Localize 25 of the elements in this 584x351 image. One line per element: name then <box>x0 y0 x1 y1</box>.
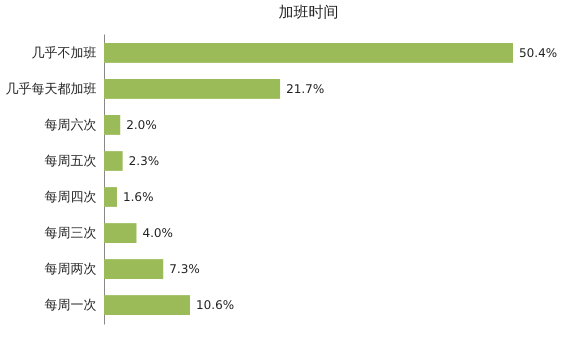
data-label: 4.0% <box>142 226 173 240</box>
data-label: 10.6% <box>196 298 234 312</box>
bar <box>104 43 513 63</box>
data-label: 21.7% <box>286 82 324 96</box>
y-tick-label: 每周六次 <box>44 118 96 133</box>
bar <box>104 151 123 171</box>
data-label: 2.3% <box>128 154 160 168</box>
y-tick-label: 每周一次 <box>44 298 96 314</box>
chart-title: 加班时间 <box>278 3 338 21</box>
data-label: 7.3% <box>169 262 200 276</box>
y-tick-label: 几乎不加班 <box>32 46 96 61</box>
bar <box>104 223 136 243</box>
data-label: 2.0% <box>126 118 157 132</box>
y-tick-label: 每周四次 <box>44 190 96 206</box>
data-label: 1.6% <box>122 190 154 204</box>
bar <box>104 295 190 315</box>
bar <box>104 115 120 135</box>
data-label: 50.4% <box>519 46 558 60</box>
bar <box>104 79 280 99</box>
y-tick-label: 几乎每天都加班 <box>6 82 96 97</box>
bar <box>104 259 164 279</box>
y-tick-label: 每周五次 <box>44 154 96 169</box>
y-tick-label: 每周三次 <box>44 226 96 242</box>
bar <box>104 187 117 207</box>
y-tick-label: 每周两次 <box>44 262 96 278</box>
